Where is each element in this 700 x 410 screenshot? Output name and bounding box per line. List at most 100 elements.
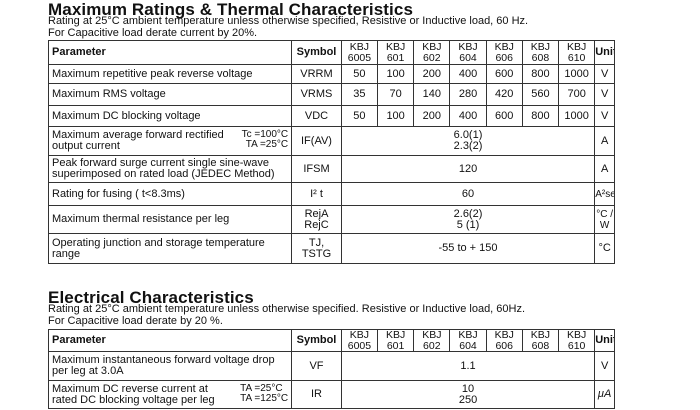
param-cell: Maximum DC reverse current at rated DC b… xyxy=(47,380,293,409)
value-cell: 600 xyxy=(485,105,523,127)
param-text: output current xyxy=(52,140,120,152)
param-cell: Maximum RMS voltage xyxy=(47,83,293,106)
header-model: KBJ 610 xyxy=(558,40,596,65)
unit-cell: μA xyxy=(594,380,615,409)
value-cell: 200 xyxy=(413,105,451,127)
symbol-cell: TJ, TSTG xyxy=(291,233,342,264)
value-cell: 420 xyxy=(485,83,523,106)
header-model: KBJ 6005 xyxy=(340,40,379,65)
table-row: Maximum instantaneous forward voltage dr… xyxy=(47,351,615,381)
symbol-cell: VF xyxy=(291,351,342,381)
value-cell: 280 xyxy=(449,83,487,106)
value-cell: 400 xyxy=(449,64,487,84)
value-cell: 50 xyxy=(340,105,379,127)
param-cell: Maximum instantaneous forward voltage dr… xyxy=(47,351,293,381)
param-cell: Maximum repetitive peak reverse voltage xyxy=(47,64,293,84)
header-parameter: Parameter xyxy=(47,329,293,352)
symbol-cell: VDC xyxy=(291,105,342,127)
value-cell: 35 xyxy=(340,83,379,106)
param-text: rated DC blocking voltage per leg xyxy=(52,393,215,406)
param-cell: Peak forward surge current single sine-w… xyxy=(47,155,293,183)
unit-cell: V xyxy=(594,64,615,84)
header-model: KBJ 604 xyxy=(449,40,487,65)
value-cell: 400 xyxy=(449,105,487,127)
unit-cell: °C / W xyxy=(594,205,615,234)
condition-text: TA =25°C xyxy=(245,139,289,150)
symbol-cell: VRRM xyxy=(291,64,342,84)
symbol-cell: RejA RejC xyxy=(291,205,342,234)
header-model: KBJ 608 xyxy=(521,40,560,65)
symbol-cell: IF(AV) xyxy=(291,126,342,156)
header-unit: Unit xyxy=(594,329,615,352)
unit-cell: V xyxy=(594,105,615,127)
header-model: KBJ 602 xyxy=(413,329,451,352)
header-model: KBJ 602 xyxy=(413,40,451,65)
electrical-characteristics-note: Rating at 25°C ambient temperature unles… xyxy=(48,303,526,327)
value-cell: 2.6(2) 5 (1) xyxy=(340,205,596,234)
header-symbol: Symbol xyxy=(291,40,342,65)
value-cell: 10 250 xyxy=(340,380,596,409)
maximum-ratings-title: Maximum Ratings & Thermal Characteristic… xyxy=(48,0,413,19)
table-row: Maximum repetitive peak reverse voltage … xyxy=(47,64,615,84)
condition-text: TA =25°C xyxy=(240,382,283,394)
value-cell: -55 to + 150 xyxy=(340,233,596,264)
param-cell: Maximum average forward rectified output… xyxy=(47,126,293,156)
table-header-row: Parameter Symbol KBJ 6005 KBJ 601 KBJ 602 K… xyxy=(47,329,615,352)
condition-text: TA =125°C xyxy=(240,392,289,404)
header-model: KBJ 604 xyxy=(449,329,487,352)
header-model: KBJ 601 xyxy=(377,329,415,352)
value-cell: 100 xyxy=(377,105,415,127)
header-model: KBJ 6005 xyxy=(340,329,379,352)
note-line: Rating at 25°C ambient temperature unles… xyxy=(48,15,529,27)
value-cell: 6.0(1) 2.3(2) xyxy=(340,126,596,156)
value-cell: 70 xyxy=(377,83,415,106)
param-cell: Operating junction and storage temperatu… xyxy=(47,233,293,264)
note-line: For Capacitive load derate by 20 %. xyxy=(48,314,223,327)
table-header-row: Parameter Symbol KBJ 6005 KBJ 601 KBJ 602 K… xyxy=(47,40,615,65)
header-parameter: Parameter xyxy=(47,40,293,65)
value-cell: 800 xyxy=(521,105,560,127)
maximum-ratings-note: Rating at 25°C ambient temperature unles… xyxy=(48,15,529,39)
electrical-characteristics-title: Electrical Characteristics xyxy=(48,288,254,307)
param-text: Maximum DC reverse current at xyxy=(52,382,208,395)
condition-text: Tc =100°C xyxy=(241,129,289,140)
table-row: Peak forward surge current single sine-w… xyxy=(47,155,615,183)
header-model: KBJ 610 xyxy=(558,329,596,352)
value-cell: 600 xyxy=(485,64,523,84)
unit-cell: V xyxy=(594,351,615,381)
maximum-ratings-table: Parameter Symbol KBJ 6005 KBJ 601 KBJ 602 K… xyxy=(47,40,615,264)
table-row: Maximum DC reverse current at rated DC b… xyxy=(47,380,615,409)
value-cell: 120 xyxy=(340,155,596,183)
value-cell: 50 xyxy=(340,64,379,84)
header-unit: Unit xyxy=(594,40,615,65)
table-row: Rating for fusing ( t<8.3ms) I² t 60 A²s… xyxy=(47,182,615,206)
table-row: Maximum thermal resistance per leg RejA … xyxy=(47,205,615,234)
unit-cell: A²sec xyxy=(594,182,615,206)
value-cell: 100 xyxy=(377,64,415,84)
note-line: Rating at 25°C ambient temperature unles… xyxy=(48,303,526,315)
symbol-cell: VRMS xyxy=(291,83,342,106)
electrical-characteristics-table: Parameter Symbol KBJ 6005 KBJ 601 KBJ 602 K… xyxy=(47,329,615,409)
param-cell: Rating for fusing ( t<8.3ms) xyxy=(47,182,293,206)
value-cell: 200 xyxy=(413,64,451,84)
symbol-cell: IR xyxy=(291,380,342,409)
value-cell: 140 xyxy=(413,83,451,106)
table-row: Operating junction and storage temperatu… xyxy=(47,233,615,264)
unit-cell: °C xyxy=(594,233,615,264)
value-cell: 800 xyxy=(521,64,560,84)
header-model: KBJ 606 xyxy=(485,40,523,65)
header-model: KBJ 608 xyxy=(521,329,560,352)
unit-cell: V xyxy=(594,83,615,106)
value-cell: 60 xyxy=(340,182,596,206)
table-row: Maximum DC blocking voltage VDC 50 100 2… xyxy=(47,105,615,127)
note-line: For Capacitive load derate current by 20… xyxy=(48,26,258,39)
value-cell: 1.1 xyxy=(340,351,596,381)
header-model: KBJ 601 xyxy=(377,40,415,65)
value-cell: 700 xyxy=(558,83,596,106)
value-cell: 1000 xyxy=(558,64,596,84)
param-cell: Maximum DC blocking voltage xyxy=(47,105,293,127)
symbol-cell: I² t xyxy=(291,182,342,206)
symbol-cell: IFSM xyxy=(291,155,342,183)
value-cell: 1000 xyxy=(558,105,596,127)
param-text: Maximum average forward rectified xyxy=(52,129,224,141)
